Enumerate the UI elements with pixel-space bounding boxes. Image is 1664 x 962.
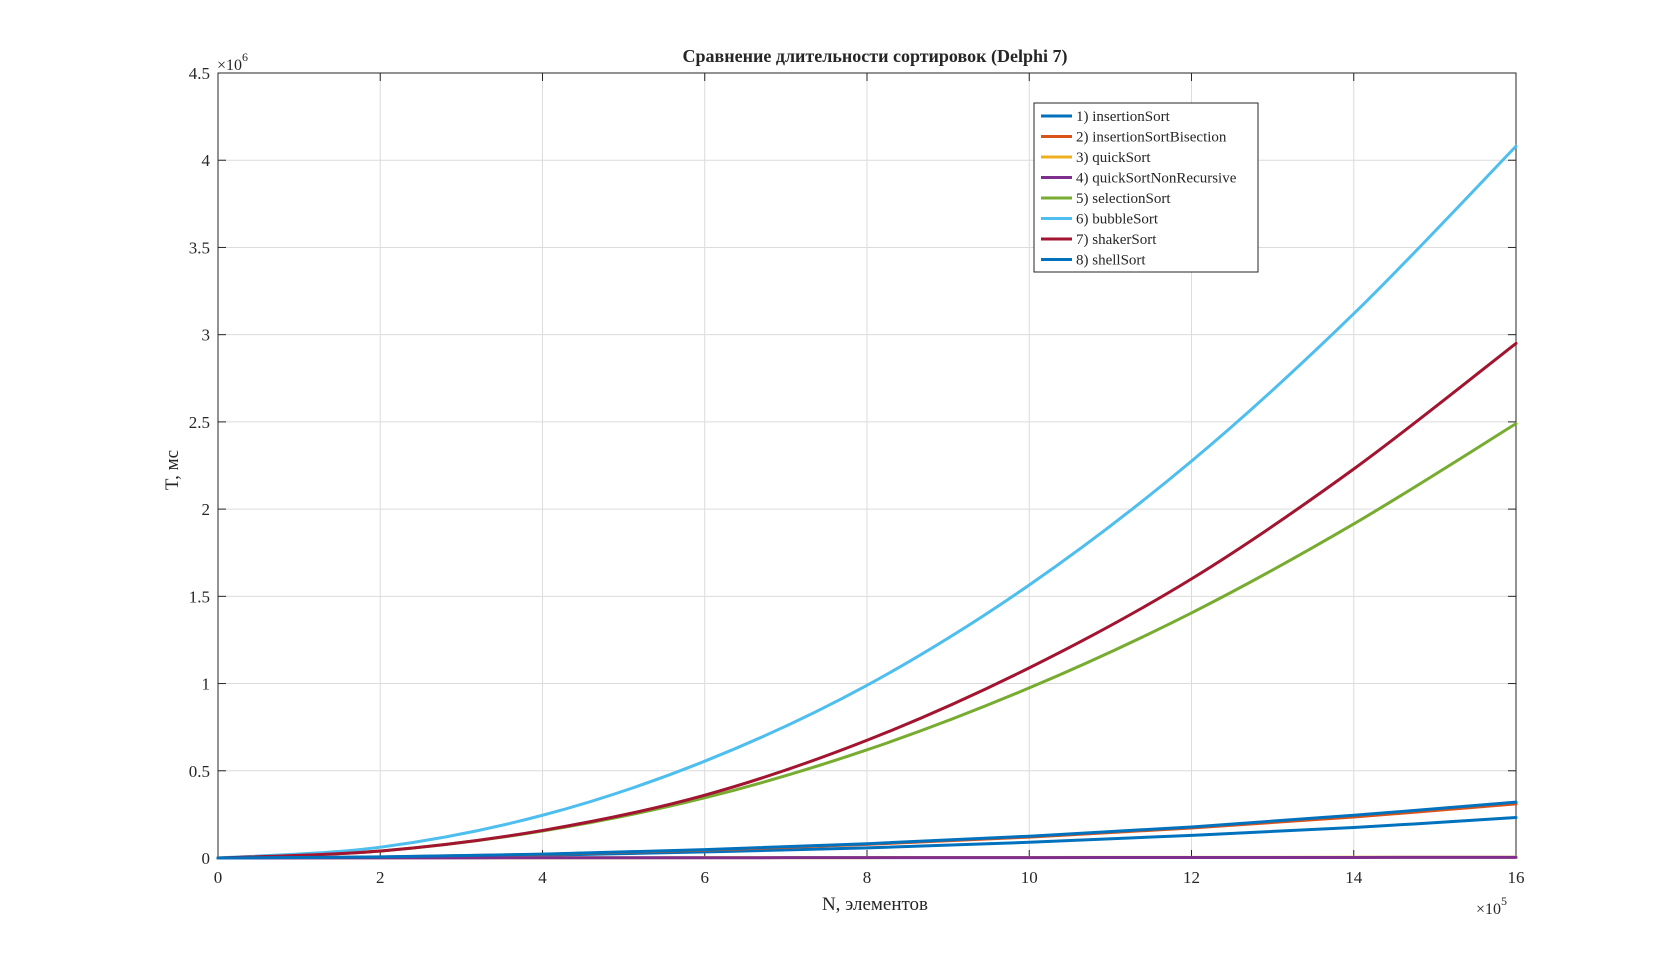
y-tick-label: 2	[202, 500, 211, 519]
y-tick-label: 0.5	[189, 762, 210, 781]
svg-text:×105: ×105	[1476, 894, 1507, 918]
x-exponent-power: 5	[1501, 894, 1507, 908]
svg-text:×106: ×106	[217, 50, 248, 74]
y-exponent-base: ×10	[217, 57, 242, 74]
y-tick-label: 3	[202, 326, 211, 345]
x-tick-label: 12	[1183, 868, 1200, 887]
x-tick-label: 6	[701, 868, 710, 887]
legend-label: 2) insertionSortBisection	[1076, 130, 1227, 146]
legend: 1) insertionSort 2) insertionSortBisectio…	[1033, 102, 1259, 273]
y-exponent-power: 6	[242, 50, 248, 64]
y-exponent: ×106	[217, 50, 248, 74]
x-tick-label: 0	[214, 868, 223, 887]
y-tick-label: 3.5	[189, 238, 210, 257]
y-tick-label: 1	[202, 675, 211, 694]
series-line-6	[216, 144, 1518, 860]
legend-label: 7) shakerSort	[1076, 232, 1157, 248]
y-tick-label: 4	[202, 151, 211, 170]
legend-box	[1033, 102, 1259, 273]
x-exponent-base: ×10	[1476, 901, 1501, 918]
x-axis-label: N, элементов	[822, 894, 928, 915]
legend-label: 1) insertionSort	[1076, 109, 1171, 125]
legend-label: 3) quickSort	[1076, 150, 1151, 166]
x-exponent: ×105	[1476, 894, 1507, 918]
x-tick-label: 4	[538, 868, 547, 887]
y-tick-label: 2.5	[189, 413, 210, 432]
x-tick-label: 8	[863, 868, 872, 887]
y-tick-label: 0	[202, 849, 211, 868]
x-tick-label: 2	[376, 868, 385, 887]
legend-label: 4) quickSortNonRecursive	[1076, 171, 1237, 187]
legend-label: 8) shellSort	[1076, 253, 1146, 269]
chart-title: Сравнение длительности сортировок (Delph…	[683, 46, 1068, 67]
series-line-4	[216, 855, 1518, 860]
y-axis-label: T, мс	[162, 450, 183, 490]
y-tick-label: 1.5	[189, 587, 210, 606]
y-tick-label: 4.5	[189, 64, 210, 83]
legend-label: 5) selectionSort	[1076, 191, 1171, 207]
x-tick-label: 10	[1021, 868, 1038, 887]
series-lines	[216, 144, 1518, 860]
series-line-7	[216, 341, 1518, 860]
legend-label: 6) bubbleSort	[1076, 212, 1159, 228]
series-line-8	[216, 800, 1518, 860]
axis-ticks: 0 2 4 6 8 10 12 14 16 0 0.5 1 1.5 2 2.5 3 3.5 4 4.5	[189, 64, 1525, 887]
x-tick-label: 14	[1345, 868, 1363, 887]
x-tick-label: 16	[1508, 868, 1525, 887]
